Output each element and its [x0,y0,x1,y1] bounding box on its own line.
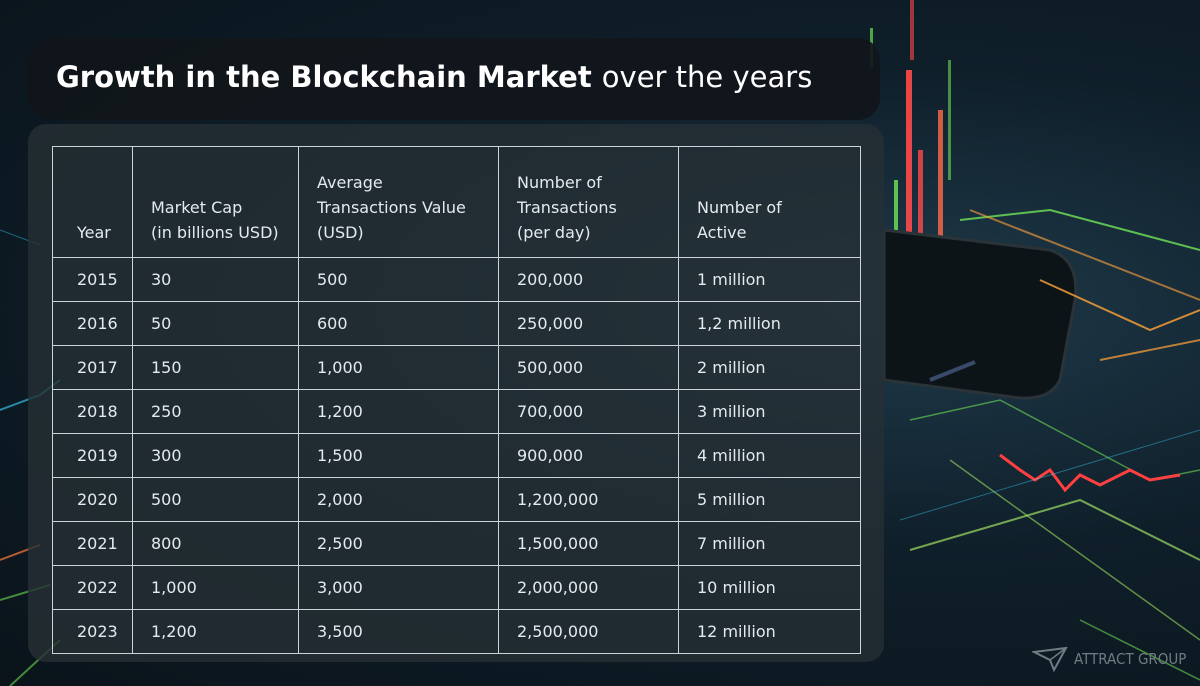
cell-active: 12 million [678,609,861,654]
attract-group-logo: ATTRACT GROUP [1032,646,1186,672]
cell-year: 2021 [52,521,133,566]
logo-text: ATTRACT GROUP [1074,650,1187,668]
cell-transactions: 2,000,000 [498,565,679,610]
table-row: 2018 250 1,200 700,000 3 million [52,389,861,434]
cell-active: 5 million [678,477,861,522]
header-text: Number of [517,173,602,192]
title-bold-part: Growth in the Blockchain Market [56,60,592,94]
cell-market-cap: 1,200 [132,609,299,654]
table-row: 2020 500 2,000 1,200,000 5 million [52,477,861,522]
table-row: 2019 300 1,500 900,000 4 million [52,433,861,478]
table-header-row: Year Market Cap (in billions USD) Averag… [52,146,861,258]
cell-market-cap: 250 [132,389,299,434]
header-market-cap: Market Cap (in billions USD) [132,146,299,258]
header-text: (in billions USD) [151,223,279,242]
cell-avg-value: 1,200 [298,389,499,434]
cell-active: 1 million [678,257,861,302]
page-title: Growth in the Blockchain Market over the… [56,60,812,94]
cell-market-cap: 500 [132,477,299,522]
cell-year: 2023 [52,609,133,654]
cell-avg-value: 2,500 [298,521,499,566]
header-text: Transactions [517,198,617,217]
header-text: (per day) [517,223,591,242]
header-text: Number of [697,198,782,217]
header-year: Year [52,146,133,258]
header-text: Year [77,223,111,242]
cell-avg-value: 3,000 [298,565,499,610]
table-row: 2023 1,200 3,500 2,500,000 12 million [52,609,861,654]
cell-year: 2020 [52,477,133,522]
table-row: 2021 800 2,500 1,500,000 7 million [52,521,861,566]
header-text: Average [317,173,383,192]
cell-active: 10 million [678,565,861,610]
cell-transactions: 200,000 [498,257,679,302]
cell-transactions: 1,500,000 [498,521,679,566]
cell-transactions: 250,000 [498,301,679,346]
cell-active: 7 million [678,521,861,566]
title-banner: Growth in the Blockchain Market over the… [28,38,880,120]
cell-avg-value: 1,500 [298,433,499,478]
cell-market-cap: 1,000 [132,565,299,610]
cell-avg-value: 3,500 [298,609,499,654]
cell-year: 2015 [52,257,133,302]
cell-year: 2016 [52,301,133,346]
cell-active: 3 million [678,389,861,434]
header-text: (USD) [317,223,364,242]
header-text: Active [697,223,747,242]
table-row: 2016 50 600 250,000 1,2 million [52,301,861,346]
cell-transactions: 2,500,000 [498,609,679,654]
cell-active: 4 million [678,433,861,478]
title-normal-part: over the years [601,60,813,94]
header-transactions-per-day: Number of Transactions (per day) [498,146,679,258]
cell-transactions: 900,000 [498,433,679,478]
header-avg-transaction-value: Average Transactions Value (USD) [298,146,499,258]
header-text: Transactions Value [317,198,466,217]
table-row: 2015 30 500 200,000 1 million [52,257,861,302]
cell-avg-value: 500 [298,257,499,302]
header-active-users: Number of Active [678,146,861,258]
table-row: 2022 1,000 3,000 2,000,000 10 million [52,565,861,610]
table-row: 2017 150 1,000 500,000 2 million [52,345,861,390]
cell-market-cap: 30 [132,257,299,302]
cell-transactions: 1,200,000 [498,477,679,522]
cell-active: 1,2 million [678,301,861,346]
blockchain-growth-table: Year Market Cap (in billions USD) Averag… [52,146,861,654]
cell-year: 2017 [52,345,133,390]
cell-market-cap: 800 [132,521,299,566]
cell-year: 2019 [52,433,133,478]
cell-year: 2018 [52,389,133,434]
cell-avg-value: 2,000 [298,477,499,522]
cell-market-cap: 150 [132,345,299,390]
cell-market-cap: 300 [132,433,299,478]
cell-transactions: 700,000 [498,389,679,434]
cell-year: 2022 [52,565,133,610]
header-text: Market Cap [151,198,243,217]
logo-arrow-icon [1032,646,1068,672]
cell-transactions: 500,000 [498,345,679,390]
cell-avg-value: 1,000 [298,345,499,390]
cell-market-cap: 50 [132,301,299,346]
cell-avg-value: 600 [298,301,499,346]
cell-active: 2 million [678,345,861,390]
